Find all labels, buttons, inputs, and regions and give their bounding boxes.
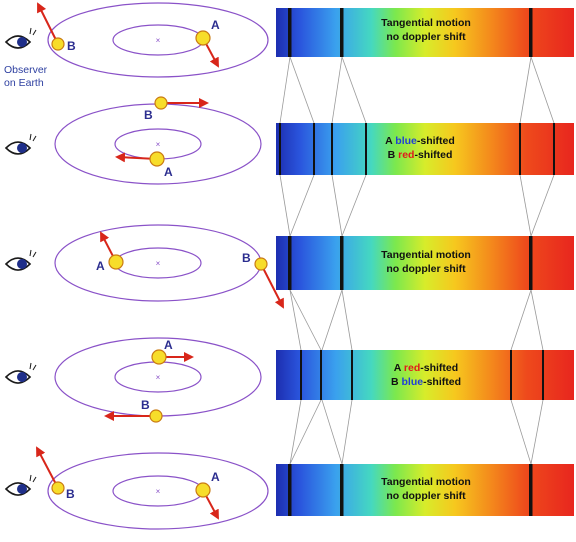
star-a-label: A xyxy=(96,259,105,273)
spectral-connector-lines xyxy=(279,56,555,465)
star-a xyxy=(149,151,165,167)
shift-word-red: red xyxy=(404,362,420,374)
velocity-arrow-b xyxy=(260,263,284,309)
shift-word-blue: blue xyxy=(395,135,417,147)
star-b xyxy=(51,481,65,495)
spectrum-text-line1: A blue-shifted xyxy=(385,135,455,147)
spectrum-text-line2: no doppler shift xyxy=(386,31,466,43)
star-b-label: B xyxy=(141,398,150,412)
spectrum-3: Tangential motion no doppler shift xyxy=(276,236,574,290)
row-4: × A B A red-shifted B blue-shifted xyxy=(4,337,574,423)
spectrum-text-line2: B red-shifted xyxy=(388,149,453,161)
eye-icon xyxy=(4,27,37,49)
observer-label-line1: Observer xyxy=(4,64,48,76)
spectrum-4: A red-shifted B blue-shifted xyxy=(276,350,574,400)
observer-label-line2: on Earth xyxy=(4,77,44,89)
star-a xyxy=(195,482,211,498)
spectrum-text-line2: no doppler shift xyxy=(386,263,466,275)
spectrum-5: Tangential motion no doppler shift xyxy=(276,464,574,516)
row-1: × B A Tangential motion no doppler shift xyxy=(4,2,574,78)
star-b xyxy=(254,257,268,271)
star-b xyxy=(154,96,168,110)
star-a xyxy=(195,30,211,46)
spectrum-text-line1: A red-shifted xyxy=(394,362,458,374)
spectrum-text-line1: Tangential motion xyxy=(381,476,471,488)
center-of-mass-icon: × xyxy=(156,140,161,149)
row-5: × B A Tangential motion no doppler shift xyxy=(4,446,574,530)
star-b xyxy=(51,37,65,51)
eye-icon xyxy=(4,133,37,155)
star-b-label: B xyxy=(67,39,76,53)
star-a xyxy=(151,349,167,365)
eye-icon xyxy=(4,249,37,271)
velocity-arrow-b xyxy=(36,446,59,489)
star-a xyxy=(108,254,124,270)
shift-word-blue: blue xyxy=(401,376,423,388)
star-a-label: A xyxy=(211,18,220,32)
outer-orbit xyxy=(47,2,269,78)
star-b-label: B xyxy=(144,108,153,122)
center-of-mass-icon: × xyxy=(156,259,161,268)
row-3: × A B Tangential motion no doppler shift xyxy=(4,224,574,309)
star-b-label: B xyxy=(242,251,251,265)
star-a-label: A xyxy=(211,470,220,484)
center-of-mass-icon: × xyxy=(156,373,161,382)
row-2: × B A A blue-shifted B red-shifted xyxy=(4,96,574,185)
outer-orbit xyxy=(47,452,269,530)
star-a-label: A xyxy=(164,338,173,352)
eye-icon xyxy=(4,362,37,384)
center-of-mass-icon: × xyxy=(156,487,161,496)
star-a-label: A xyxy=(164,165,173,179)
center-of-mass-icon: × xyxy=(156,36,161,45)
spectrum-text-line2: B blue-shifted xyxy=(391,376,461,388)
velocity-arrow-b xyxy=(37,2,59,45)
shift-word-red: red xyxy=(398,149,414,161)
star-b xyxy=(149,409,163,423)
spectrum-text-line1: Tangential motion xyxy=(381,249,471,261)
spectrum-2: A blue-shifted B red-shifted xyxy=(276,123,574,175)
star-b-label: B xyxy=(66,487,75,501)
spectrum-text-line2: no doppler shift xyxy=(386,490,466,502)
spectrum-text-line1: Tangential motion xyxy=(381,17,471,29)
spectrum-1: Tangential motion no doppler shift xyxy=(276,8,574,57)
eye-icon xyxy=(4,474,37,496)
